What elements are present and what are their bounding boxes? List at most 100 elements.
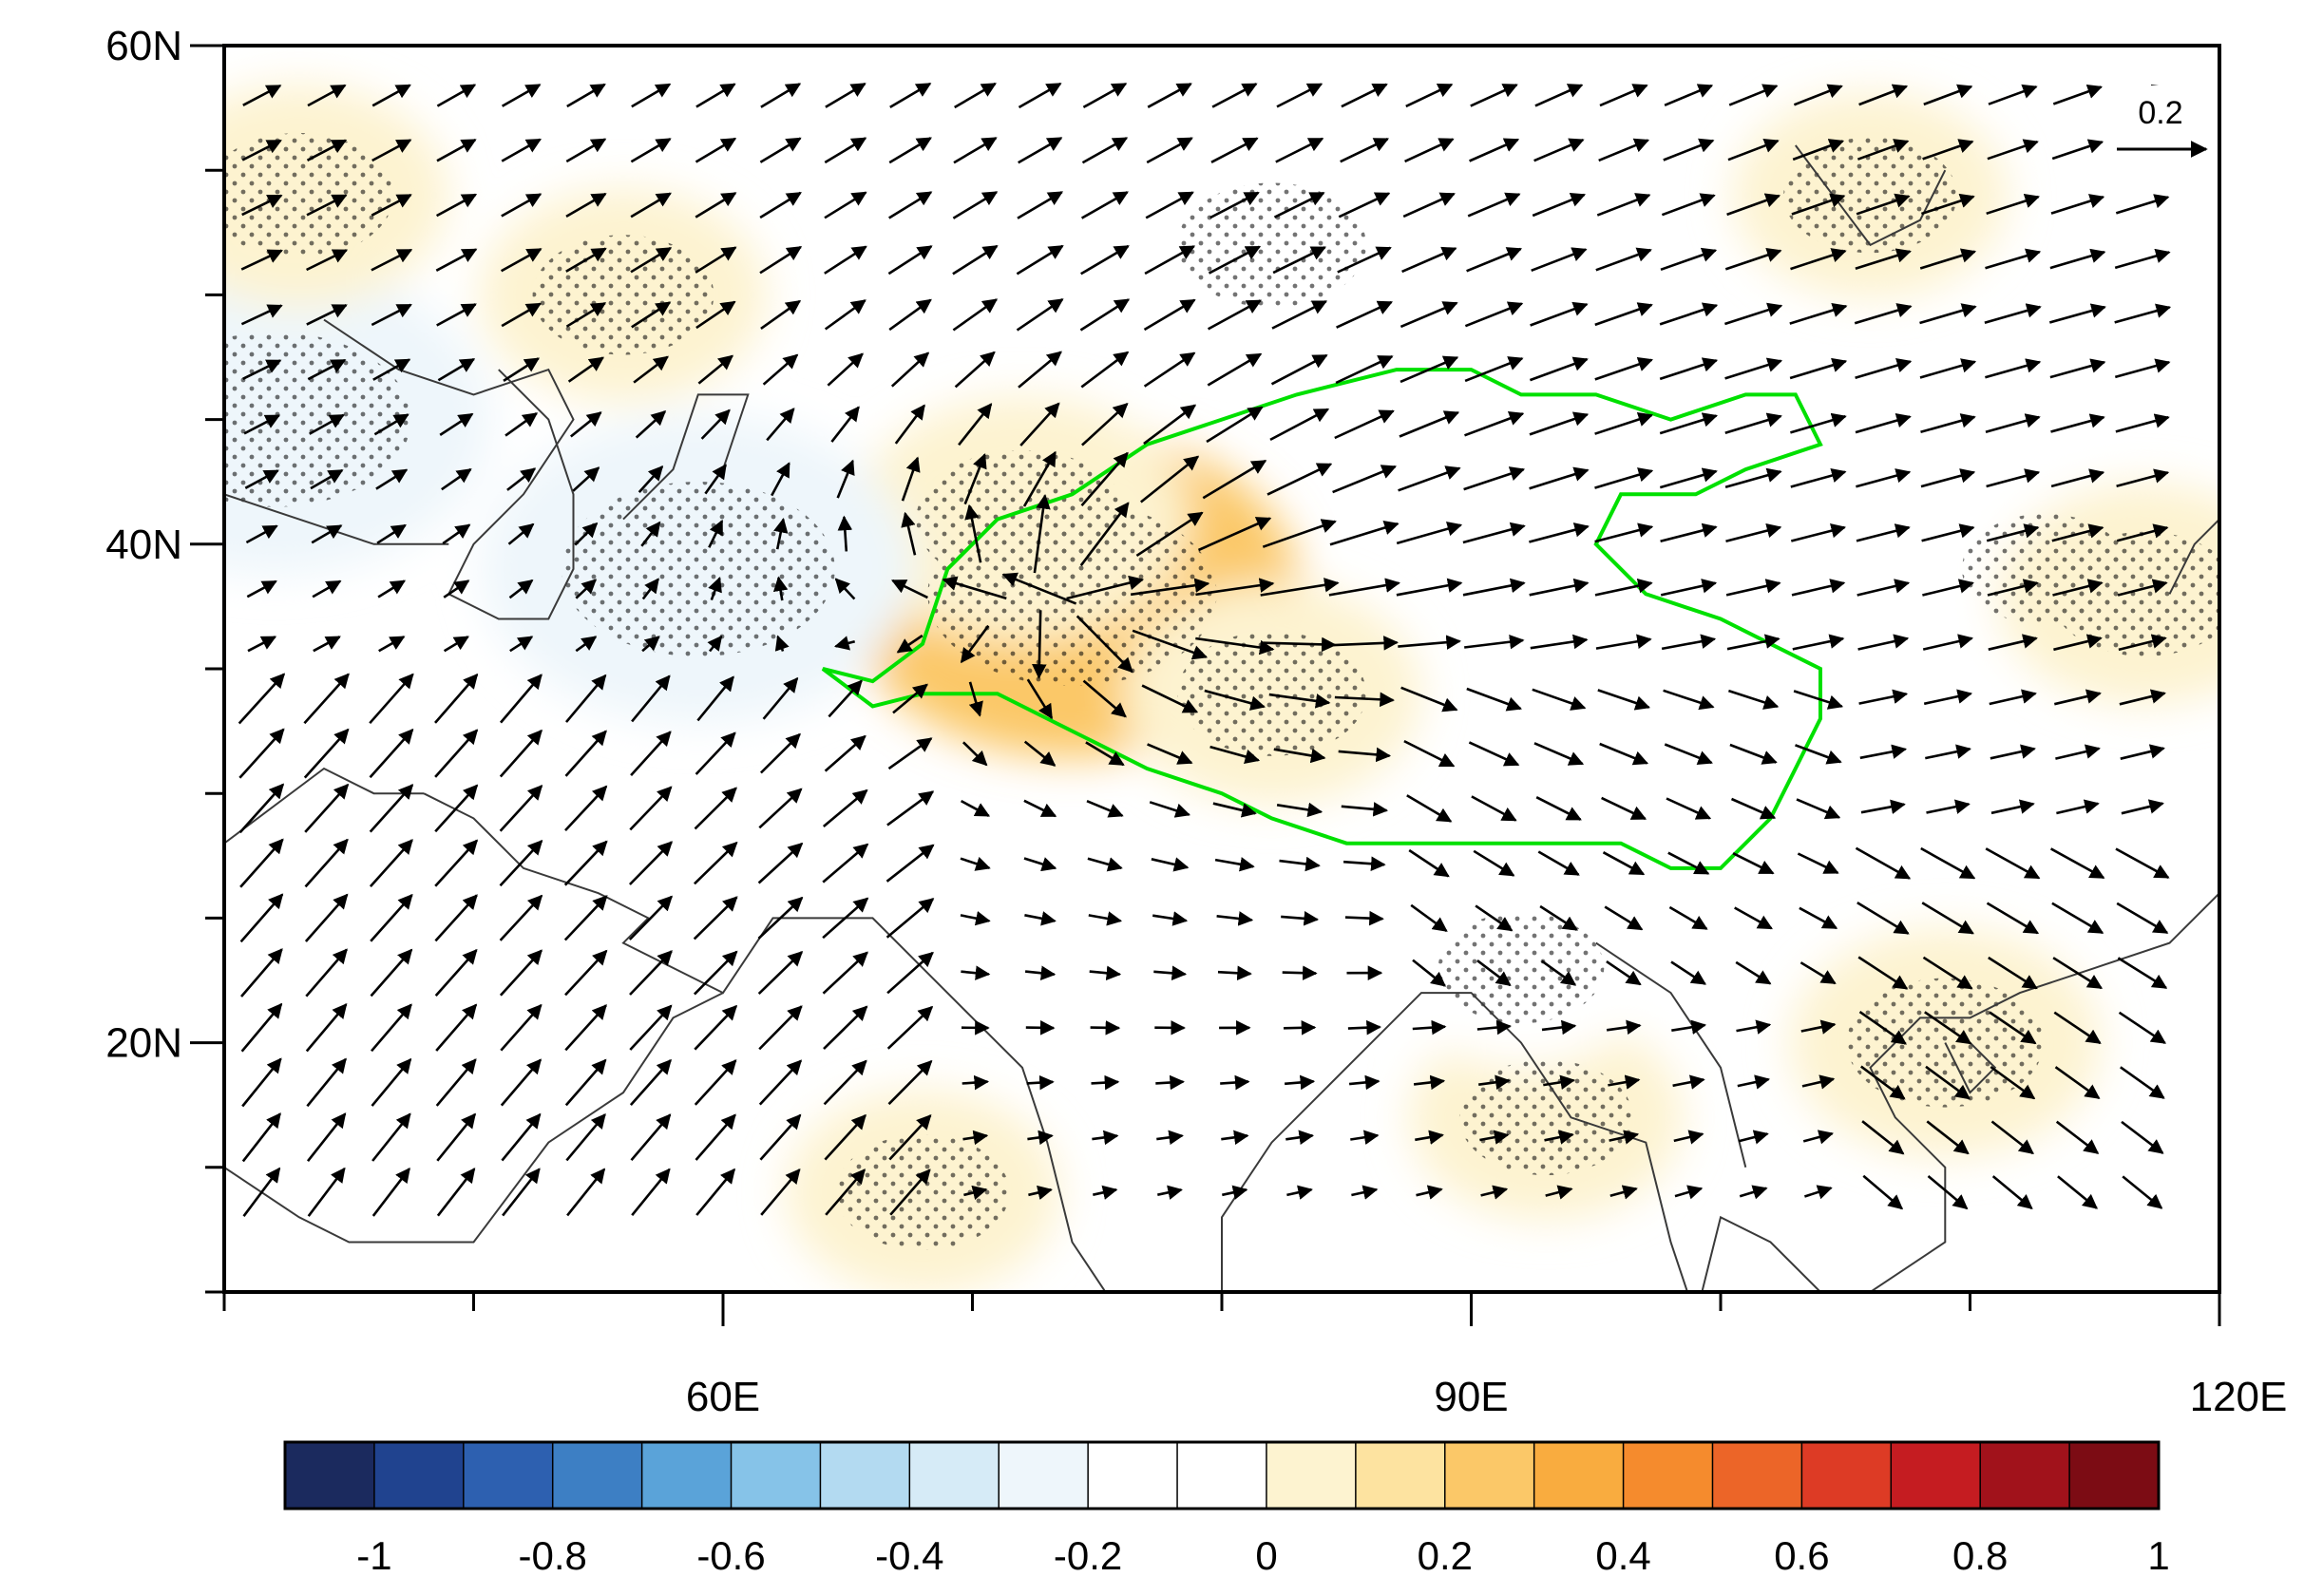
wind-vector [240, 249, 283, 271]
wind-vector [695, 1113, 736, 1161]
wind-vector [304, 783, 350, 833]
wind-vector [1130, 578, 1210, 597]
wind-vector [1801, 1074, 1836, 1090]
wind-vector [1729, 743, 1778, 765]
wind-vector [1601, 796, 1647, 821]
reference-vector-label: 0.2 [2138, 95, 2182, 131]
wind-vector [1197, 517, 1272, 552]
wind-vector [2056, 799, 2100, 815]
wind-vector [1858, 689, 1909, 705]
wind-vector [1471, 795, 1517, 822]
wind-vector [243, 414, 281, 435]
colorbar-swatch [908, 1441, 1000, 1510]
wind-vector [953, 137, 998, 164]
wind-vector [1543, 1074, 1576, 1090]
wind-vector [1922, 579, 1974, 597]
wind-vector [1022, 450, 1057, 507]
lon-tick-label: 120E [2190, 1374, 2288, 1420]
wind-vector [1466, 687, 1522, 712]
wind-vector [894, 404, 925, 445]
wind-vector [1671, 1019, 1707, 1035]
wind-vector [693, 841, 738, 885]
wind-vector [434, 839, 479, 887]
wind-vector [371, 139, 412, 162]
wind-vector [694, 1004, 738, 1051]
wind-vector [506, 467, 537, 491]
wind-vector [1732, 852, 1775, 875]
wind-vector [1147, 743, 1193, 765]
wind-vector [1268, 693, 1331, 709]
wind-vector [708, 519, 724, 548]
wind-vector [822, 788, 868, 827]
wind-vector [1016, 298, 1064, 332]
wind-vector [565, 192, 607, 218]
wind-vector [1147, 83, 1192, 108]
wind-vector [1400, 301, 1458, 329]
coastlines [224, 144, 2219, 1292]
wind-vector [1735, 960, 1772, 985]
wind-vector [2114, 303, 2172, 324]
wind-vector [304, 893, 349, 942]
wind-vector [896, 634, 924, 654]
wind-vector [1596, 193, 1651, 217]
wind-vector [305, 948, 348, 998]
wind-vector [1212, 802, 1257, 818]
wind-vector [1211, 83, 1258, 108]
wind-vector [1988, 634, 2038, 651]
wind-vector [1985, 847, 2041, 880]
wind-vector [306, 1112, 347, 1163]
wind-vector [1799, 906, 1838, 930]
wind-vector [1348, 1074, 1380, 1091]
wind-vector [1660, 247, 1718, 272]
wind-vector [2054, 1066, 2101, 1100]
wind-vector [1986, 468, 2041, 488]
wind-vector [1988, 84, 2038, 105]
wind-vector [241, 1057, 282, 1108]
wind-vector [1412, 1019, 1447, 1036]
wind-vector [564, 1058, 607, 1107]
wind-vector [757, 896, 804, 940]
wind-vector [704, 464, 727, 495]
wind-vector [1790, 523, 1847, 542]
wind-vector [443, 636, 469, 653]
wind-vector [641, 636, 660, 653]
wind-vector [952, 191, 999, 219]
wind-vector [372, 358, 411, 381]
wind-vector [1207, 352, 1263, 387]
wind-vector [1790, 248, 1847, 271]
wind-vector [1739, 1185, 1768, 1200]
wind-vector [1281, 911, 1320, 926]
wind-vector [1595, 247, 1652, 272]
wind-vector [371, 84, 411, 107]
wind-vector [1856, 468, 1912, 488]
wind-vector [1529, 356, 1589, 382]
wind-vector [1667, 851, 1710, 875]
wind-vector [1734, 906, 1773, 930]
wind-vector [371, 193, 412, 217]
wind-vector [1464, 411, 1525, 437]
wind-vector [1329, 520, 1400, 546]
wind-vector [2049, 248, 2106, 270]
wind-vector [836, 459, 855, 499]
wind-vector [1082, 82, 1128, 109]
wind-vector [901, 456, 921, 502]
wind-vector [1332, 465, 1398, 494]
wind-vector [500, 674, 543, 724]
wind-vector [1001, 572, 1077, 605]
wind-vector [1724, 412, 1782, 434]
wind-vector [1986, 523, 2040, 542]
wind-vector [572, 466, 600, 492]
wind-vector [2118, 634, 2167, 652]
wind-vector [313, 636, 341, 653]
wind-vector [1797, 852, 1839, 874]
wind-vector [242, 1167, 281, 1217]
coastline [622, 393, 750, 521]
wind-vector [888, 1114, 932, 1161]
wind-vector [1476, 960, 1512, 987]
wind-vector [1663, 138, 1715, 162]
wind-vector [1532, 192, 1587, 218]
wind-vector [1463, 466, 1526, 491]
wind-vector [694, 1059, 737, 1106]
wind-vector [1920, 193, 1975, 216]
wind-vector [1334, 409, 1395, 440]
